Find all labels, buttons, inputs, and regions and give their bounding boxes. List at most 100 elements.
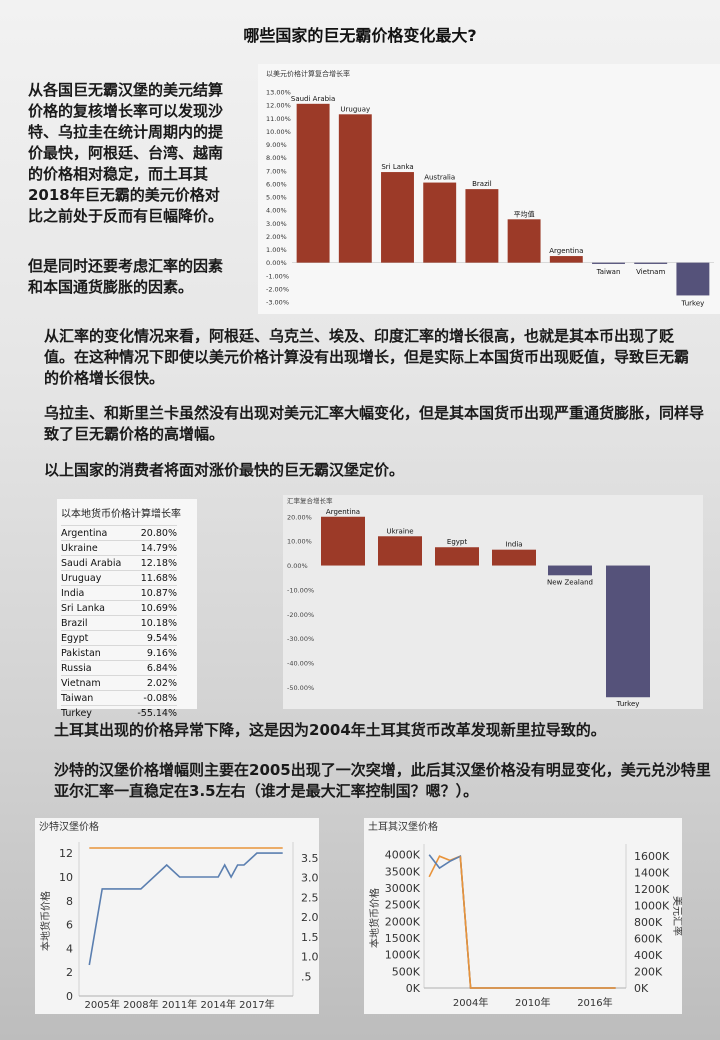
bar-label: Saudi Arabia (291, 95, 335, 103)
y-tick-label: 20.00% (287, 513, 312, 521)
bar-2 (381, 172, 414, 263)
bar-label: Uruguay (340, 105, 370, 113)
bar-2 (435, 547, 479, 566)
bar-label: New Zealand (547, 578, 593, 586)
y-tick-label: 7.00% (266, 167, 287, 175)
table-row: Sri Lanka 10.69% (61, 600, 177, 616)
intro-paragraph-1: 从各国巨无霸汉堡的美元结算价格的复核增长率可以发现沙特、乌拉圭在统计周期内的提价… (28, 81, 224, 225)
table-row: Vietnam 2.02% (61, 675, 177, 691)
growth-value-cell: 9.54% (130, 630, 177, 646)
x-tick-label: 2016年 (577, 996, 612, 1009)
growth-value-cell: 2.02% (130, 675, 177, 691)
bar-5 (507, 219, 541, 263)
bar-6 (549, 256, 583, 263)
country-cell: Russia (61, 660, 131, 676)
growth-value-cell: 10.69% (130, 600, 177, 616)
y2-tick-label: 3.5 (301, 852, 319, 865)
bar-0 (296, 103, 330, 263)
y2-tick-label: 1600K (634, 850, 670, 863)
y-tick-label: 500K (392, 965, 421, 978)
y-tick-label: 1000K (385, 949, 421, 962)
y-tick-label: 6.00% (266, 180, 287, 188)
x-tick-label: 2005年 (84, 998, 119, 1011)
y-tick-label: 11.00% (266, 115, 291, 123)
y-tick-label: -2.00% (266, 285, 289, 293)
usd-growth-chart: 以美元价格计算复合增长率 13.00% 12.00% 11.00% 10.00% 9.00… (266, 69, 714, 307)
table-row: Ukraine 14.79% (61, 540, 177, 556)
x-tick-label: 2004年 (453, 996, 488, 1009)
y-tick-label: 10 (59, 871, 73, 884)
country-cell: Pakistan (61, 645, 131, 661)
bar-3 (423, 182, 457, 263)
y2-tick-label: 600K (634, 933, 663, 946)
y2-tick-label: .5 (301, 970, 312, 983)
table-row: Taiwan -0.08% (61, 690, 177, 706)
bar-label: Sri Lanka (381, 163, 413, 171)
bar-label: Turkey (681, 299, 705, 307)
country-cell: Turkey (61, 705, 131, 720)
table-row: Pakistan 9.16% (61, 645, 177, 661)
bar-label: Brazil (472, 180, 492, 188)
y-tick-label: 10.00% (266, 128, 291, 136)
y-tick-label: 2500K (385, 899, 421, 912)
y2-tick-label: 1200K (634, 883, 670, 896)
country-cell: Brazil (61, 615, 131, 631)
growth-value-cell: 14.79% (130, 540, 177, 556)
turkey-price-chart-panel: 土耳其汉堡价格 4000K 3500K 3000K 2500K 2000K 1500K 100… (364, 818, 684, 1014)
intro-paragraph-2: 但是同时还要考虑汇率的因素和本国通货膨胀的因素。 (28, 257, 224, 296)
y-tick-label: 3.00% (266, 220, 287, 228)
turkey-price-chart: 土耳其汉堡价格 4000K 3500K 3000K 2500K 2000K 1500K 100… (368, 820, 684, 1009)
y-tick-label: 8.00% (266, 154, 287, 162)
bar-9 (676, 262, 710, 296)
x-tick-label: 2014年 (201, 998, 236, 1011)
fx-growth-chart-panel: 汇率复合增长率 20.00% 10.00% 0.00% -10.00% -20.00% -3… (283, 495, 703, 709)
y-tick-label: -3.00% (266, 299, 289, 307)
x-tick-label: 2010年 (515, 996, 550, 1009)
saudi-note: 沙特的汉堡价格增幅则主要在2005出现了一次突增，此后其汉堡价格没有明显变化，美… (54, 761, 711, 800)
y-tick-label: 8 (66, 895, 73, 908)
bar-label: India (505, 541, 522, 549)
usd-growth-chart-panel: 以美元价格计算复合增长率 13.00% 12.00% 11.00% 10.00% 9.00… (258, 64, 720, 314)
y-axis-label: 本地货币价格 (39, 891, 52, 951)
series-local-price (88, 852, 283, 966)
bar-label: 平均值 (514, 209, 535, 218)
y2-tick-label: 0K (634, 982, 649, 995)
bar-label: Egypt (447, 538, 467, 546)
y-tick-label: -10.00% (287, 586, 314, 594)
saudi-price-chart: 沙特汉堡价格 12 10 8 6 4 2 0 3.5 3.0 2.5 2.0 1.5 1.0 .5 2005年… (39, 820, 337, 1011)
turkey-note: 土耳其出现的价格异常下降，这是因为2004年土耳其货币改革发现新里拉导致的。 (54, 721, 606, 739)
y-tick-label: -20.00% (287, 611, 314, 619)
table-row: Saudi Arabia 12.18% (61, 555, 177, 571)
country-cell: India (61, 585, 131, 601)
y-tick-label: -30.00% (287, 635, 314, 643)
y2-tick-label: 3.0 (301, 872, 319, 885)
y-tick-label: 5.00% (266, 194, 287, 202)
local-growth-table-title: 以本地货币价格计算增长率 (61, 509, 181, 520)
table-row: Turkey -55.14% (61, 705, 177, 720)
series-exchange-rate (428, 855, 616, 989)
table-row: Argentina 20.80% (61, 525, 177, 541)
bar-1 (378, 536, 422, 566)
country-cell: Uruguay (61, 570, 131, 586)
y-axis-label: 本地货币价格 (368, 888, 381, 948)
growth-value-cell: 20.80% (130, 525, 177, 541)
bar-label: Australia (424, 174, 455, 182)
y-tick-label: 12.00% (266, 102, 291, 110)
country-cell: Ukraine (61, 540, 131, 556)
y-tick-label: -50.00% (287, 684, 314, 692)
country-cell: Argentina (61, 525, 131, 541)
y-tick-label: 0.00% (266, 259, 287, 267)
y-tick-label: 1.00% (266, 246, 287, 254)
y-tick-label: 6 (66, 919, 73, 932)
country-cell: Sri Lanka (61, 600, 131, 616)
growth-value-cell: 10.18% (130, 615, 177, 631)
y-tick-label: -40.00% (287, 660, 314, 668)
y-tick-label: 13.00% (266, 89, 291, 97)
y-tick-label: 12 (59, 847, 73, 860)
bar-8 (634, 262, 668, 264)
bar-4 (465, 189, 499, 263)
y-tick-label: 4000K (385, 849, 421, 862)
y-tick-label: 9.00% (266, 141, 287, 149)
y2-tick-label: 1400K (634, 867, 670, 880)
bar-label: Turkey (616, 700, 640, 708)
